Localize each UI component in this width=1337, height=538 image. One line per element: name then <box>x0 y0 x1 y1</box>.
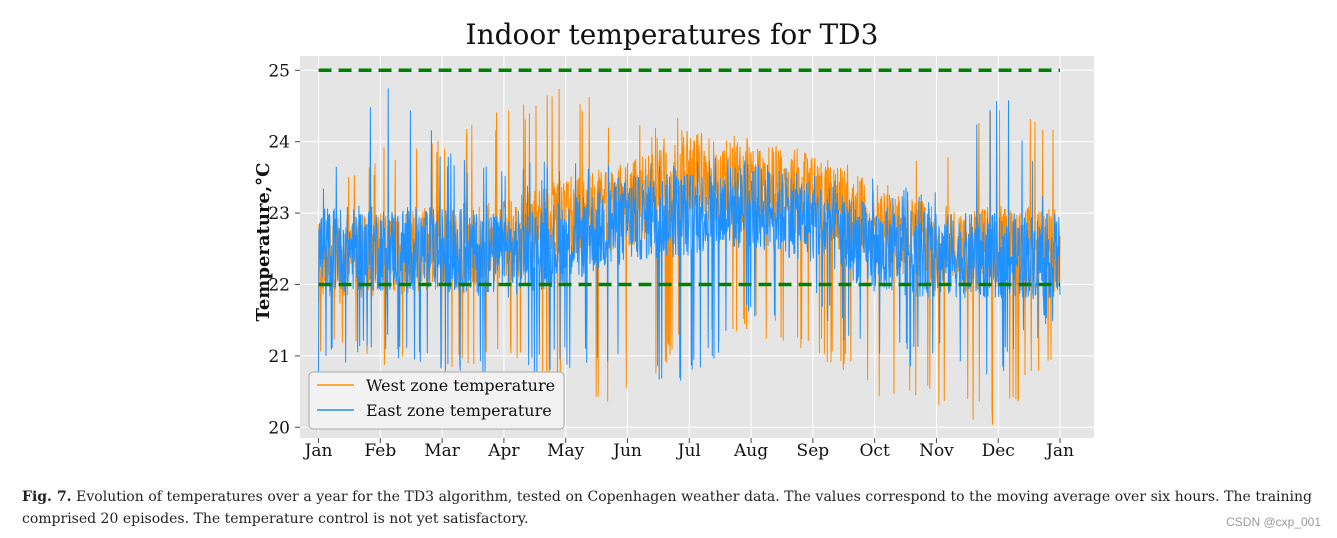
x-tick-label: Mar <box>424 441 461 461</box>
x-tick-label: Apr <box>487 441 520 461</box>
legend-box <box>308 371 565 430</box>
x-tick-label: Nov <box>919 441 954 461</box>
legend-label-west: West zone temperature <box>366 376 555 395</box>
x-tick-label: Feb <box>364 441 396 461</box>
figure-caption: Fig. 7. Evolution of temperatures over a… <box>22 486 1312 530</box>
y-tick-label: 23 <box>268 204 290 224</box>
y-tick-label: 20 <box>268 418 290 438</box>
y-tick-label: 21 <box>268 347 290 367</box>
y-tick-label: 25 <box>268 61 290 81</box>
y-axis-label: Temperature,°C <box>253 163 274 322</box>
y-axis-ticks: 20 21 22 23 24 25 <box>268 61 300 438</box>
caption-text: Evolution of temperatures over a year fo… <box>22 489 1312 527</box>
chart-title: Indoor temperatures for TD3 <box>466 18 879 51</box>
x-tick-label: Oct <box>859 441 889 461</box>
x-tick-label: Jun <box>611 441 642 461</box>
y-tick-label: 24 <box>268 133 290 153</box>
caption-label: Fig. 7. <box>22 489 72 505</box>
x-tick-label: Dec <box>982 441 1015 461</box>
comfort-bounds <box>318 68 1061 287</box>
x-tick-label: Sep <box>797 441 830 461</box>
legend: West zone temperature East zone temperat… <box>308 371 565 430</box>
x-tick-label: Jul <box>676 441 701 461</box>
y-tick-label: 22 <box>268 275 290 295</box>
series-layer <box>318 88 1061 425</box>
legend-label-east: East zone temperature <box>366 401 552 420</box>
series-east-zone-line <box>318 88 1061 381</box>
x-tick-label: Jan <box>303 441 333 461</box>
x-tick-label: May <box>547 441 585 461</box>
watermark: CSDN @cxp_001 <box>1226 515 1321 529</box>
x-tick-label: Jan <box>1044 441 1074 461</box>
x-axis-ticks: Jan Feb Mar Apr May Jun Jul Aug Sep Oct Nov Dec Jan <box>303 438 1074 461</box>
x-tick-label: Aug <box>733 441 768 461</box>
